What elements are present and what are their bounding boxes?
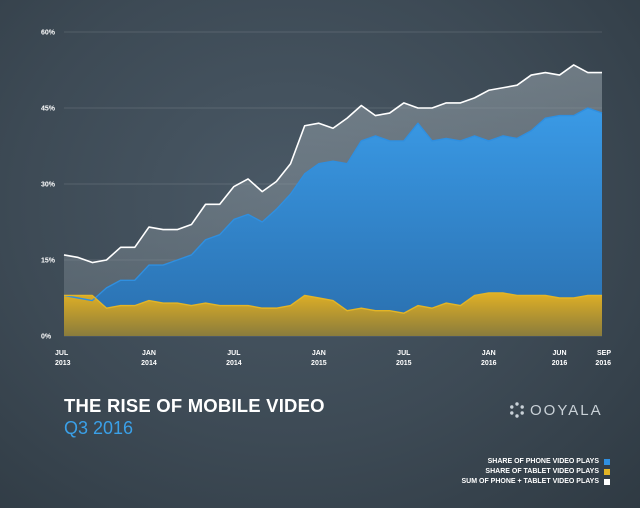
y-tick-label: 0%	[41, 334, 52, 341]
area-phone	[64, 108, 602, 336]
legend-swatch-tablet	[604, 468, 610, 475]
line-tablet	[64, 292, 602, 314]
area-tablet	[64, 292, 602, 336]
x-tick-month: JAN	[312, 350, 326, 357]
y-tick-label: 30%	[41, 182, 56, 189]
legend-item-sum: SUM OF PHONE + TABLET VIDEO PLAYS	[461, 478, 610, 485]
y-tick-label: 60%	[41, 30, 56, 37]
legend: SHARE OF PHONE VIDEO PLAYS SHARE OF TABL…	[461, 458, 610, 485]
x-tick-month: JUL	[227, 350, 241, 357]
x-axis-ticks: JUL 2013 JAN 2014 JUL 2014 JAN 2015 JUL 2015 JAN 20…	[55, 350, 611, 367]
y-tick-label: 45%	[41, 106, 56, 113]
x-tick-year: 2014	[226, 360, 242, 367]
legend-item-tablet: SHARE OF TABLET VIDEO PLAYS	[485, 468, 610, 475]
x-tick-month: JUL	[397, 350, 411, 357]
x-tick-year: 2015	[311, 360, 327, 367]
x-tick-month: SEP	[597, 350, 611, 357]
x-tick-year: 2016	[481, 360, 497, 367]
chart-title: THE RISE OF MOBILE VIDEO	[64, 395, 325, 416]
brand-logo: OOYALA	[508, 400, 603, 420]
x-tick-month: JUN	[553, 350, 567, 357]
x-tick-year: 2014	[141, 360, 157, 367]
y-tick-label: 15%	[41, 258, 56, 265]
x-tick-year: 2015	[396, 360, 412, 367]
brand-name: OOYALA	[530, 401, 603, 419]
x-tick-year: 2016	[595, 360, 611, 367]
chart-subtitle: Q3 2016	[64, 418, 134, 438]
legend-label-tablet: SHARE OF TABLET VIDEO PLAYS	[485, 468, 599, 475]
flower-icon	[510, 402, 524, 418]
x-tick-year: 2016	[552, 360, 568, 367]
x-tick-month: JAN	[482, 350, 496, 357]
legend-label-phone: SHARE OF PHONE VIDEO PLAYS	[487, 458, 599, 465]
x-tick-month: JAN	[142, 350, 156, 357]
y-axis-ticks: 0% 15% 30% 45% 60%	[41, 30, 56, 341]
line-sum	[63, 64, 602, 264]
x-tick-year: 2013	[55, 360, 71, 367]
line-phone	[63, 107, 603, 302]
x-tick-month: JUL	[55, 350, 69, 357]
legend-item-phone: SHARE OF PHONE VIDEO PLAYS	[488, 458, 610, 465]
legend-label-sum: SUM OF PHONE + TABLET VIDEO PLAYS	[461, 478, 600, 485]
legend-swatch-phone	[604, 458, 610, 465]
legend-swatch-sum	[604, 478, 610, 485]
series-areas	[63, 64, 603, 337]
